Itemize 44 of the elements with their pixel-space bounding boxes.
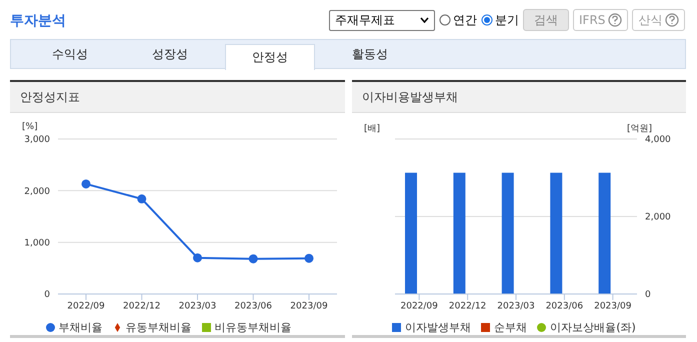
y-tick-label: 1,000 [24,238,50,249]
y2-tick-label: 2,000 [645,212,672,223]
legend-label: 이자발생부채 [405,321,472,334]
y2-axis-title: [억원] [626,123,652,135]
text: 투자분석 [10,12,66,30]
legend-label: 부채비율 [58,321,102,334]
point [248,254,258,264]
point [82,179,90,188]
x-tick-label: 2023/09 [290,301,328,312]
point [137,194,146,204]
y-axis-title: [%] [22,122,38,132]
point [304,254,314,263]
x-tick-label: 2023/03 [178,301,216,312]
legend-label: 비유동부채비율 [214,321,292,334]
x-tick-label: 2022/12 [448,301,486,312]
text: 분기 [494,12,519,28]
text: 검색 [523,9,569,31]
point [193,253,202,262]
y-tick-label: 3,000 [24,135,50,146]
y-tick-label: 2,000 [24,186,50,197]
x-tick-label: 2023/06 [234,301,272,312]
x-tick-label: 2022/12 [123,301,160,312]
x-tick-label: 2023/06 [546,301,584,312]
text: 활동성 [351,46,389,62]
text: 안정성 [225,44,315,70]
text: 수익성 [51,46,89,62]
chart-title: 이자비용발생부채 [352,82,686,113]
legend-label: 이자보상배율(좌) [550,321,636,334]
chart-title: 안정성지표 [10,82,345,113]
text: 산식 [632,9,686,31]
x-tick-label: 2023/03 [497,301,535,312]
text: IFRS [573,9,628,31]
x-tick-label: 2022/09 [67,301,105,312]
y2-tick-label: 0 [645,290,651,300]
legend-label: 유동부채비율 [126,321,192,334]
x-tick-label: 2023/09 [594,301,632,312]
legend-label: 순부채 [494,321,528,334]
y-tick-label: 0 [44,290,50,300]
x-tick-label: 2022/09 [400,301,438,312]
y-axis-title: [배] [364,123,380,135]
y2-tick-label: 4,000 [645,135,672,146]
text: 연간 [452,12,477,28]
text: 주재무제표 [335,12,395,28]
text: 성장성 [151,46,189,62]
